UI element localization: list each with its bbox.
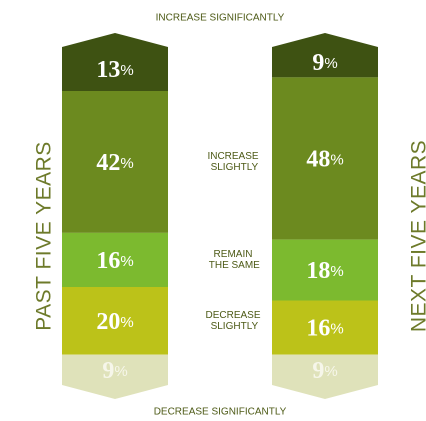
series-label: INCREASE SIGNIFICANTLY (156, 13, 285, 24)
value-label: 20% (96, 308, 133, 334)
series-label: INCREASE SLIGHTLY (207, 151, 258, 173)
series-label: DECREASE SLIGHTLY (205, 309, 260, 331)
bar-segment (272, 239, 378, 301)
value-label: 42% (96, 149, 133, 175)
value-label: 18% (306, 258, 343, 284)
category-label: PAST FIVE YEARS (33, 141, 56, 331)
value-label: 16% (96, 247, 133, 273)
bar-segment (62, 90, 168, 233)
series-label: DECREASE SIGNIFICANTLY (154, 407, 287, 418)
bar-segment (272, 300, 378, 355)
bar-segment (62, 33, 168, 91)
value-label: 16% (306, 315, 343, 341)
bar-segment (272, 77, 378, 240)
value-label: 13% (96, 56, 133, 82)
bar-segment (272, 33, 378, 78)
value-label: 9% (102, 357, 127, 383)
value-label: 48% (306, 146, 343, 172)
bar-segment (62, 354, 168, 399)
bar-segment (272, 354, 378, 399)
bar-segment (62, 232, 168, 287)
value-label: 9% (312, 357, 337, 383)
series-label: REMAIN THE SAME (206, 249, 260, 271)
category-label: NEXT FIVE YEARS (408, 140, 426, 332)
value-label: 9% (312, 50, 337, 76)
bar-segment (62, 286, 168, 355)
